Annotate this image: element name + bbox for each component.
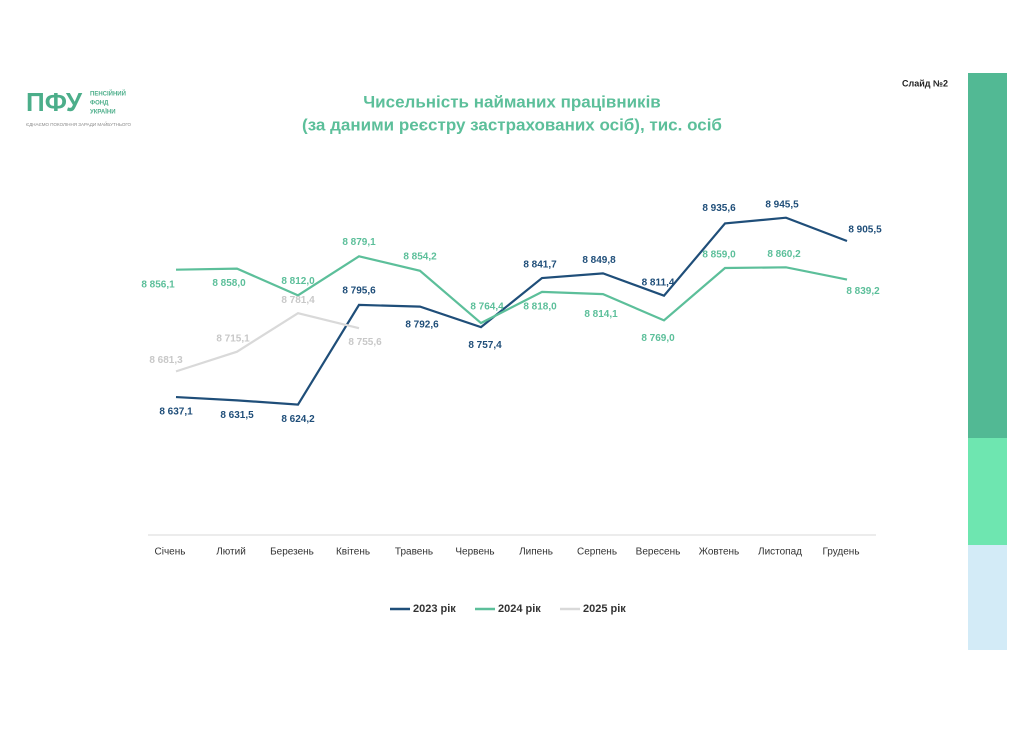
data-label: 8 764,4 <box>470 302 504 313</box>
series-line <box>175 255 848 325</box>
legend-label: 2025 рік <box>583 603 626 615</box>
data-label: 8 795,6 <box>342 286 376 297</box>
x-tick-label: Травень <box>395 547 433 558</box>
x-tick-label: Жовтень <box>699 547 740 558</box>
data-label: 8 860,2 <box>767 249 801 260</box>
data-label: 8 624,2 <box>281 414 315 425</box>
data-label: 8 637,1 <box>159 407 193 418</box>
data-label: 8 841,7 <box>523 260 557 271</box>
logo-text: ПЕНСІЙНИЙ <box>90 90 126 98</box>
chart-title: Чисельність найманих працівників <box>363 92 661 111</box>
x-tick-label: Квітень <box>336 547 370 558</box>
slide-number: Слайд №2 <box>902 78 948 88</box>
series-line <box>175 311 360 373</box>
data-label: 8 812,0 <box>281 276 315 287</box>
data-label: 8 769,0 <box>641 333 675 344</box>
data-label: 8 839,2 <box>846 286 880 297</box>
tagline: ЄДНАЄМО ПОКОЛІННЯ ЗАРАДИ МАЙБУТНЬОГО <box>26 120 132 127</box>
data-label: 8 792,6 <box>405 319 439 330</box>
x-tick-label: Березень <box>270 547 314 558</box>
data-label: 8 905,5 <box>848 225 882 236</box>
legend-label: 2023 рік <box>413 603 456 615</box>
logo: ПФУ <box>26 87 83 117</box>
x-tick-label: Вересень <box>636 547 681 558</box>
x-tick-label: Листопад <box>758 547 802 558</box>
data-label: 8 849,8 <box>582 255 616 266</box>
x-tick-label: Лютий <box>216 547 246 558</box>
side-bar <box>968 545 1007 650</box>
side-bar <box>968 438 1007 545</box>
data-label: 8 945,5 <box>765 199 799 210</box>
logo-text: ФОНД <box>90 101 109 107</box>
data-label: 8 859,0 <box>702 250 736 261</box>
legend-label: 2024 рік <box>498 603 541 615</box>
data-label: 8 854,2 <box>403 251 437 262</box>
logo-text: УКРАЇНИ <box>90 109 116 116</box>
data-label: 8 715,1 <box>216 333 250 344</box>
side-bar <box>968 73 1007 438</box>
x-tick-label: Червень <box>455 547 494 558</box>
data-label: 8 631,5 <box>220 410 254 421</box>
data-label: 8 757,4 <box>468 340 502 351</box>
data-label: 8 781,4 <box>281 295 315 306</box>
data-label: 8 858,0 <box>212 278 246 289</box>
data-label: 8 818,0 <box>523 302 557 313</box>
chart-title: (за даними реєстру застрахованих осіб), … <box>302 115 722 134</box>
series-line <box>175 216 848 406</box>
data-label: 8 856,1 <box>141 279 175 290</box>
x-tick-label: Липень <box>519 547 553 558</box>
data-label: 8 755,6 <box>348 337 382 348</box>
data-label: 8 814,1 <box>584 309 618 320</box>
data-label: 8 879,1 <box>342 237 376 248</box>
x-tick-label: Серпень <box>577 547 617 558</box>
x-tick-label: Січень <box>155 547 186 558</box>
x-tick-label: Грудень <box>822 547 859 558</box>
data-label: 8 811,4 <box>642 277 675 288</box>
data-label: 8 935,6 <box>702 203 736 214</box>
data-label: 8 681,3 <box>149 355 183 366</box>
